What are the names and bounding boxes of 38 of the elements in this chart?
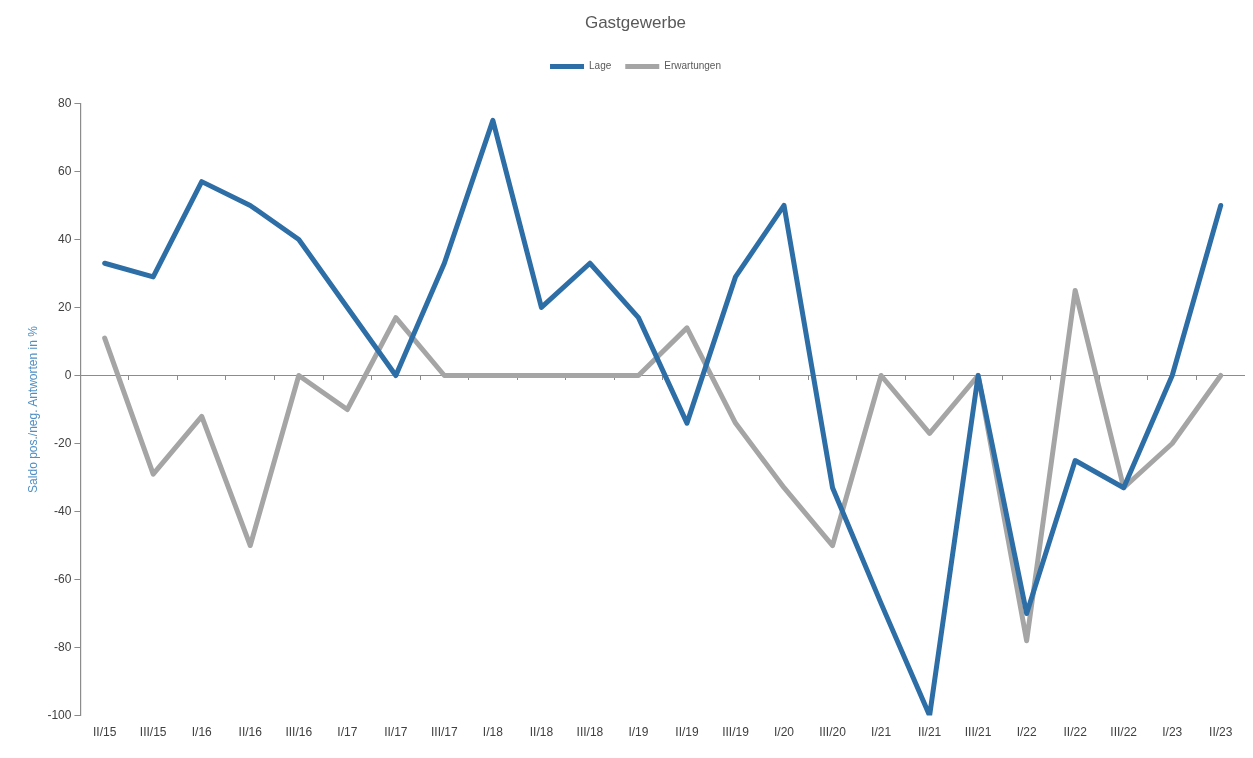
x-tick-label: I/18 xyxy=(482,725,504,740)
x-tick-label: I/22 xyxy=(1016,725,1037,740)
x-tick-label: I/23 xyxy=(1162,725,1183,740)
x-tick-label: II/21 xyxy=(917,725,942,740)
x-tick-label: II/19 xyxy=(675,725,699,740)
y-tick-label: -60 xyxy=(54,571,72,586)
y-tick-label: 40 xyxy=(58,231,72,246)
x-tick-label: III/19 xyxy=(722,725,750,740)
y-tick-label: -80 xyxy=(54,639,72,654)
legend-label: Erwartungen xyxy=(664,60,721,72)
y-tick-label: -100 xyxy=(47,707,72,722)
x-tick-label: III/21 xyxy=(964,725,992,740)
x-tick-label: III/18 xyxy=(576,725,604,740)
x-tick-label: III/15 xyxy=(139,725,167,740)
y-tick-label: 60 xyxy=(58,163,72,178)
x-tick-label: II/16 xyxy=(238,725,263,740)
y-tick-label: 20 xyxy=(58,299,72,314)
x-tick-label: I/17 xyxy=(337,725,358,740)
x-tick-label: II/15 xyxy=(93,725,117,740)
x-tick-label: I/21 xyxy=(871,725,892,740)
x-tick-label: I/16 xyxy=(191,725,213,740)
x-tick-label: III/16 xyxy=(285,725,313,740)
x-tick-label: II/18 xyxy=(529,725,554,740)
x-tick-label: I/19 xyxy=(628,725,649,740)
x-tick-label: III/20 xyxy=(819,725,847,740)
x-tick-label: II/23 xyxy=(1209,725,1233,740)
chart-title: Gastgewerbe xyxy=(584,12,687,32)
y-tick-label: 80 xyxy=(58,95,72,110)
y-tick-label: -40 xyxy=(54,503,72,518)
x-tick-label: I/20 xyxy=(774,725,795,740)
x-tick-label: II/22 xyxy=(1063,725,1088,740)
legend-label: Lage xyxy=(589,60,612,72)
x-tick-label: II/17 xyxy=(384,725,408,740)
x-tick-label: III/22 xyxy=(1110,725,1138,740)
x-tick-label: III/17 xyxy=(431,725,459,740)
y-tick-label: -20 xyxy=(54,435,72,450)
y-axis-title: Saldo pos./neg. Antworten in % xyxy=(25,325,40,493)
y-tick-label: 0 xyxy=(64,367,72,382)
